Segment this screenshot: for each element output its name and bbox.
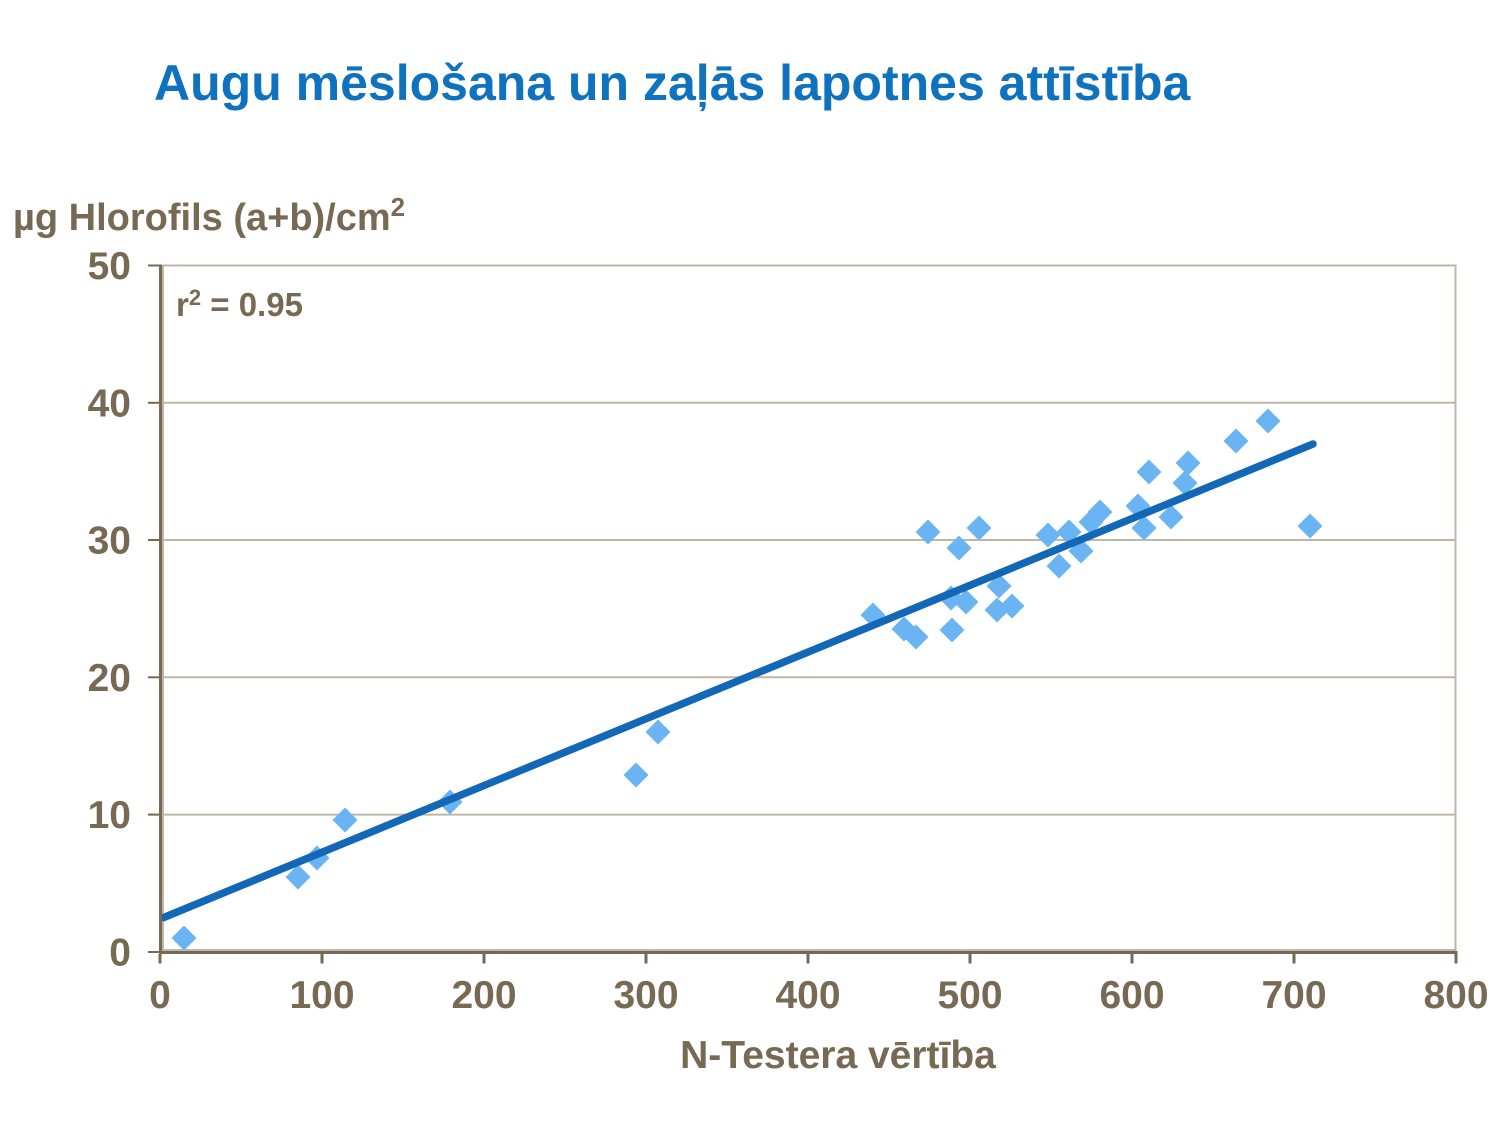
svg-text:30: 30 (88, 520, 131, 563)
svg-text:0: 0 (109, 932, 131, 975)
svg-text:600: 600 (1099, 974, 1164, 1017)
svg-text:Augu mēslošana un zaļās lapotn: Augu mēslošana un zaļās lapotnes attīstī… (154, 55, 1192, 111)
svg-text:20: 20 (88, 657, 131, 700)
svg-text:0: 0 (149, 974, 171, 1017)
svg-text:500: 500 (937, 974, 1002, 1017)
svg-text:50: 50 (88, 245, 131, 288)
svg-text:800: 800 (1423, 974, 1488, 1017)
svg-text:µg Hlorofils (a+b)/cm2: µg Hlorofils (a+b)/cm2 (13, 192, 405, 239)
svg-text:700: 700 (1261, 974, 1326, 1017)
svg-text:10: 10 (88, 794, 131, 837)
svg-text:400: 400 (775, 974, 840, 1017)
svg-text:100: 100 (289, 974, 354, 1017)
svg-text:200: 200 (451, 974, 516, 1017)
svg-text:40: 40 (88, 382, 131, 425)
svg-text:N-Testera vērtība: N-Testera vērtība (680, 1034, 996, 1077)
svg-text:300: 300 (613, 974, 678, 1017)
